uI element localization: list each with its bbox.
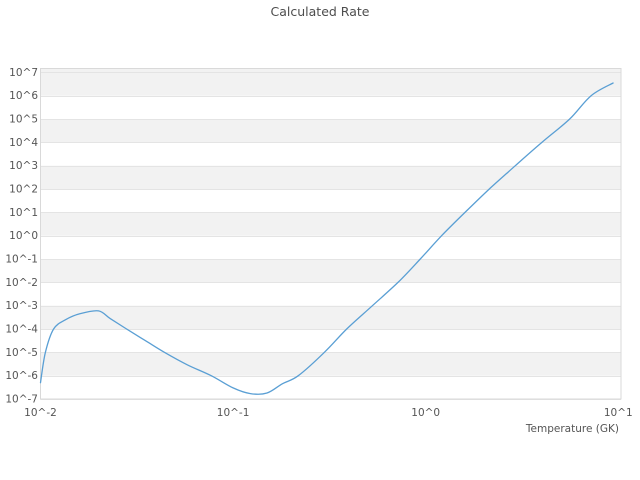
- y-tick-label: 10^1: [9, 207, 38, 219]
- y-tick-label: 10^-7: [5, 394, 38, 406]
- y-tick-label: 10^7: [9, 67, 38, 79]
- x-tick-label: 10^-1: [217, 407, 250, 419]
- background-band: [40, 212, 621, 236]
- x-tick-label: 10^-2: [24, 407, 57, 419]
- background-band: [40, 352, 621, 376]
- y-tick-label: 10^6: [9, 90, 38, 102]
- plot-border: [40, 68, 622, 400]
- y-tick-label: 10^-5: [5, 347, 38, 359]
- x-tick-label: 10^0: [411, 407, 440, 419]
- background-band: [40, 305, 621, 330]
- background-band: [40, 259, 621, 283]
- rate-curve: [39, 82, 614, 395]
- y-tick-label: 10^-3: [5, 300, 38, 312]
- y-tick-label: 10^-2: [5, 277, 38, 289]
- background-band: [40, 165, 621, 190]
- x-axis-title: Temperature (GK): [525, 423, 619, 435]
- y-tick-label: 10^0: [9, 230, 38, 242]
- y-tick-label: 10^2: [9, 184, 38, 196]
- y-tick-label: 10^5: [9, 114, 38, 126]
- background-band: [40, 119, 621, 143]
- y-tick-label: 10^-4: [5, 324, 38, 336]
- chart-title: Calculated Rate: [270, 4, 370, 19]
- y-tick-label: 10^-1: [5, 254, 38, 266]
- background-band: [40, 68, 621, 96]
- y-tick-label: 10^-6: [5, 370, 38, 382]
- y-tick-label: 10^3: [9, 160, 38, 172]
- x-tick-label: 10^1: [604, 407, 633, 419]
- y-tick-label: 10^4: [9, 137, 38, 149]
